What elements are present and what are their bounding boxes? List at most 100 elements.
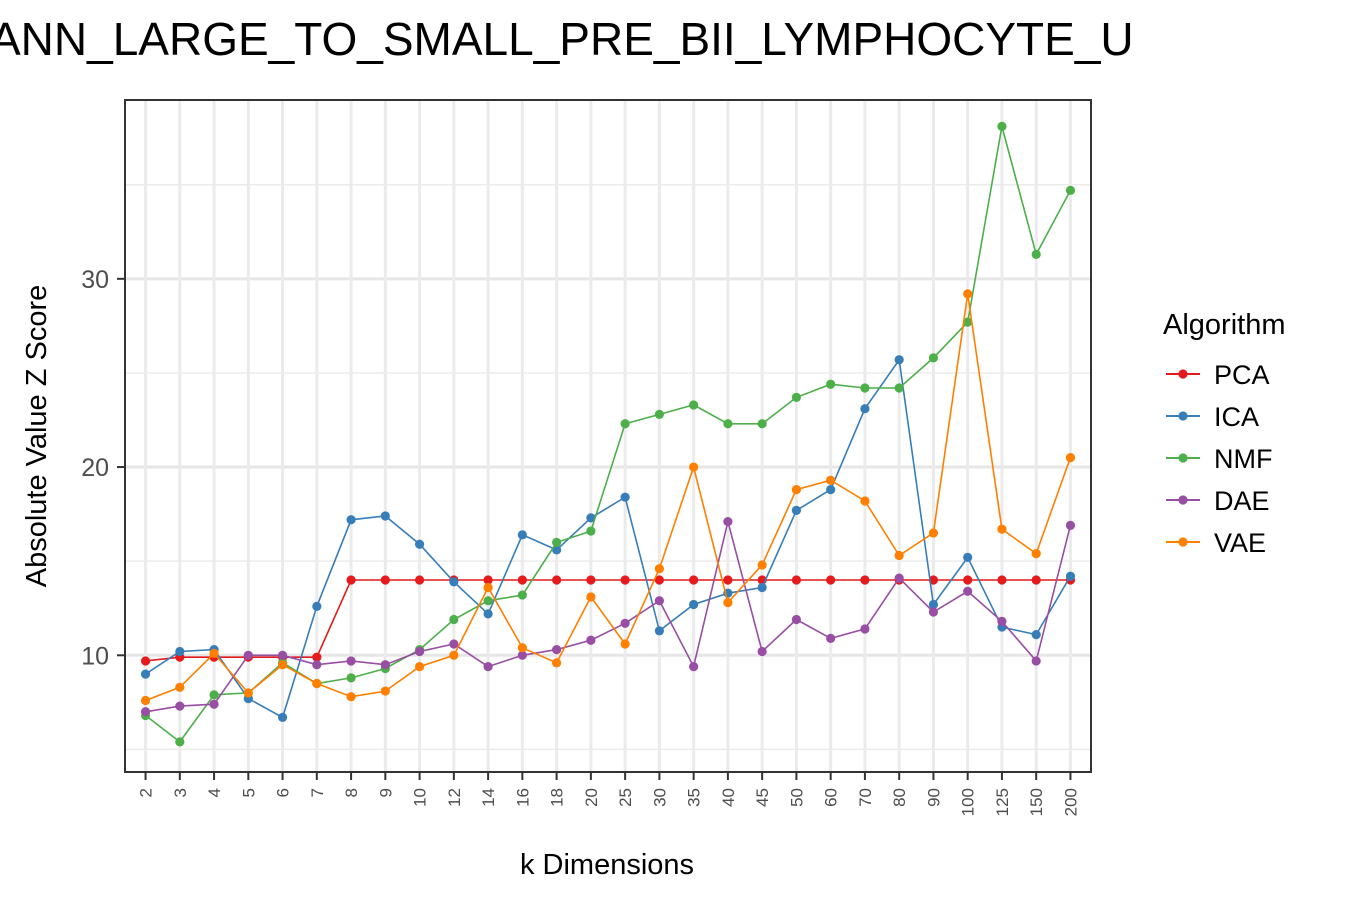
x-tick-label: 3 bbox=[171, 788, 190, 797]
data-point-ica bbox=[689, 599, 699, 610]
data-point-dae bbox=[175, 701, 185, 711]
data-point-dae bbox=[654, 596, 664, 606]
data-point-dae bbox=[243, 650, 253, 660]
legend-key-point-nmf bbox=[1178, 453, 1188, 463]
data-point-vae bbox=[997, 524, 1007, 534]
data-point-nmf bbox=[483, 596, 493, 606]
series-line-ica bbox=[145, 357, 1072, 719]
data-point-dae bbox=[277, 650, 288, 660]
x-tick-label: 45 bbox=[753, 788, 772, 807]
y-tick-label: 30 bbox=[81, 266, 109, 294]
series-line-pca bbox=[145, 579, 1071, 662]
data-point-dae bbox=[483, 661, 493, 672]
data-point-pca bbox=[312, 652, 322, 662]
series-layer bbox=[140, 121, 1076, 747]
data-point-vae bbox=[449, 650, 459, 660]
data-point-vae bbox=[723, 597, 733, 608]
data-point-pca bbox=[997, 575, 1007, 585]
data-point-ica bbox=[620, 492, 630, 502]
data-point-dae bbox=[1031, 656, 1041, 666]
data-point-dae bbox=[620, 618, 630, 628]
data-point-pca bbox=[860, 575, 870, 585]
x-tick-label: 100 bbox=[959, 788, 978, 816]
data-point-ica bbox=[1065, 571, 1076, 581]
data-point-pca bbox=[517, 575, 527, 585]
data-point-dae bbox=[586, 635, 596, 645]
data-point-nmf bbox=[860, 383, 870, 393]
data-point-dae bbox=[346, 656, 356, 666]
data-point-dae bbox=[380, 660, 390, 670]
legend-key-point-ica bbox=[1178, 411, 1188, 421]
data-point-dae bbox=[894, 573, 904, 583]
y-tick-label: 20 bbox=[81, 454, 109, 482]
data-point-ica bbox=[654, 626, 664, 636]
data-point-vae bbox=[380, 686, 390, 696]
legend-label-ica: ICA bbox=[1214, 402, 1259, 432]
data-point-ica bbox=[277, 712, 288, 723]
data-point-ica bbox=[928, 599, 939, 610]
data-point-nmf bbox=[757, 419, 767, 429]
x-tick-label: 200 bbox=[1061, 788, 1080, 816]
data-point-ica bbox=[1031, 629, 1041, 640]
data-point-dae bbox=[997, 616, 1007, 627]
data-point-ica bbox=[826, 485, 836, 495]
data-point-pca bbox=[586, 575, 596, 585]
data-point-nmf bbox=[620, 419, 630, 429]
x-tick-label: 9 bbox=[376, 788, 395, 797]
data-point-dae bbox=[928, 607, 939, 617]
series-line-nmf bbox=[145, 126, 1072, 744]
data-point-ica bbox=[414, 539, 425, 549]
data-point-vae bbox=[483, 582, 493, 593]
data-point-ica bbox=[483, 609, 493, 619]
data-point-ica bbox=[517, 530, 527, 540]
data-point-dae bbox=[312, 660, 322, 670]
legend: Algorithm PCA ICA NMF DAE VAE bbox=[1163, 309, 1286, 558]
data-point-dae bbox=[414, 646, 425, 657]
data-point-nmf bbox=[689, 400, 699, 410]
data-point-vae bbox=[826, 475, 836, 485]
data-point-nmf bbox=[928, 353, 939, 363]
x-tick-label: 70 bbox=[856, 788, 875, 807]
chart-title: ANN_LARGE_TO_SMALL_PRE_BII_LYMPHOCYTE_U bbox=[0, 13, 1134, 65]
data-point-vae bbox=[860, 496, 870, 506]
plot-panel-border bbox=[124, 99, 1092, 773]
data-point-pca bbox=[346, 575, 356, 585]
data-point-pca bbox=[963, 575, 973, 585]
data-point-pca bbox=[791, 575, 802, 585]
data-point-ica bbox=[894, 355, 904, 365]
legend-key-point-dae bbox=[1178, 495, 1188, 505]
data-point-dae bbox=[723, 517, 733, 527]
data-point-pca bbox=[380, 575, 390, 585]
data-point-vae bbox=[689, 462, 699, 472]
data-point-vae bbox=[586, 592, 596, 602]
data-point-vae bbox=[312, 678, 322, 689]
legend-title: Algorithm bbox=[1163, 309, 1286, 341]
data-point-ica bbox=[346, 515, 356, 525]
x-tick-label: 20 bbox=[582, 788, 601, 807]
data-point-vae bbox=[1031, 549, 1041, 559]
data-point-dae bbox=[517, 650, 527, 660]
x-tick-label: 30 bbox=[650, 788, 669, 807]
data-point-vae bbox=[894, 550, 904, 561]
y-tick-label: 10 bbox=[81, 642, 109, 670]
data-point-vae bbox=[791, 485, 802, 495]
data-point-vae bbox=[209, 648, 219, 659]
legend-label-vae: VAE bbox=[1214, 528, 1266, 558]
data-point-pca bbox=[414, 575, 425, 585]
data-point-ica bbox=[586, 513, 596, 523]
data-point-dae bbox=[209, 699, 219, 709]
data-point-vae bbox=[346, 692, 356, 702]
data-point-nmf bbox=[997, 121, 1007, 131]
data-point-vae bbox=[175, 682, 185, 692]
data-point-dae bbox=[689, 661, 699, 672]
x-tick-label: 12 bbox=[445, 788, 464, 807]
series-line-vae bbox=[145, 293, 1072, 702]
x-tick-label: 90 bbox=[924, 788, 943, 807]
data-point-nmf bbox=[791, 392, 802, 403]
data-point-pca bbox=[723, 575, 733, 585]
data-point-nmf bbox=[517, 590, 527, 600]
data-point-vae bbox=[140, 695, 151, 706]
legend-key-point-vae bbox=[1178, 537, 1188, 547]
x-tick-label: 50 bbox=[787, 788, 806, 807]
